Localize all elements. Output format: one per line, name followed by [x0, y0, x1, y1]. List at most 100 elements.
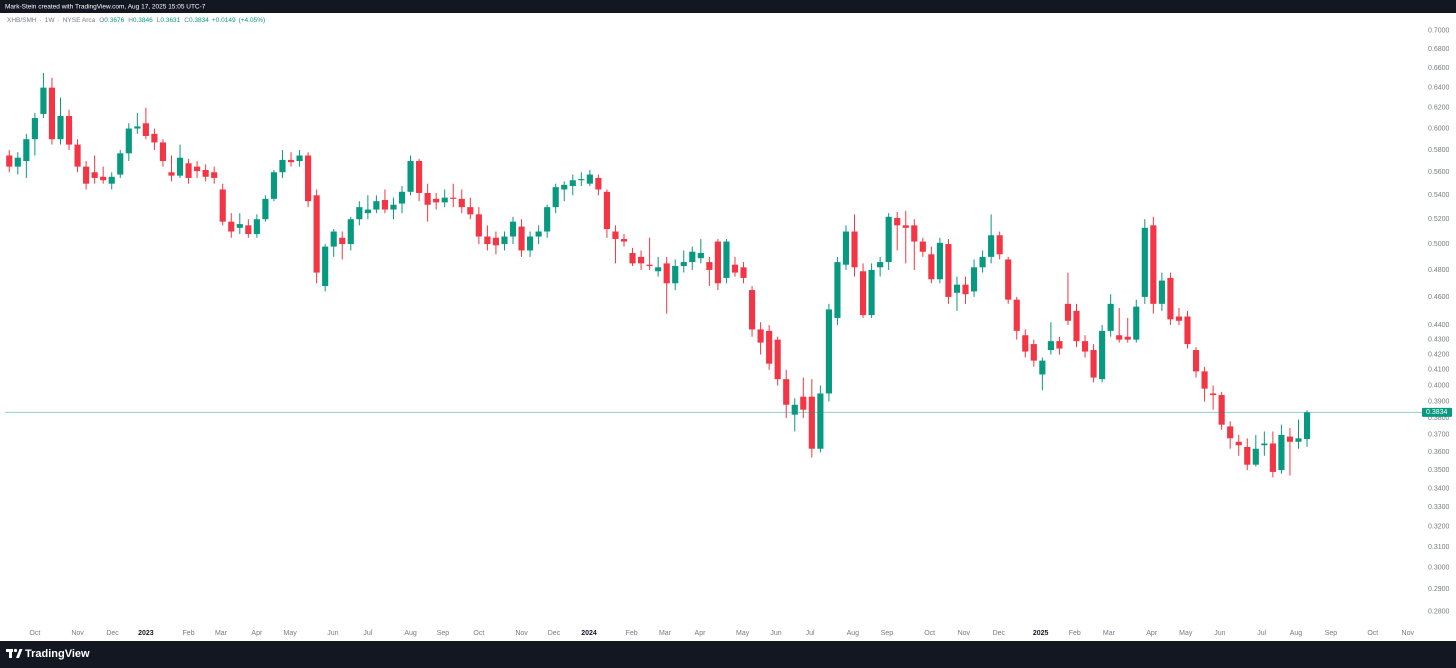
candle-body [108, 176, 115, 184]
candle-body [1030, 344, 1037, 361]
candle [40, 72, 47, 119]
candle [305, 152, 312, 208]
y-tick-label: 0.4400 [1428, 322, 1450, 329]
separator-dot: · [58, 17, 60, 24]
candle-body [484, 236, 491, 245]
candle-body [1013, 299, 1020, 331]
candle-body [612, 231, 619, 240]
candle [1013, 296, 1020, 340]
candle-body [689, 251, 696, 263]
candle [492, 231, 500, 255]
x-tick-label: Oct [924, 630, 935, 637]
candle [851, 214, 858, 277]
x-tick-label: Nov [71, 630, 84, 637]
candle-body [877, 262, 884, 268]
candle-body [697, 253, 704, 259]
candle [748, 285, 756, 337]
bottom-bar [0, 641, 1456, 668]
candle-body [1158, 280, 1165, 304]
candle-body [1192, 350, 1200, 372]
candle [270, 169, 278, 202]
candle-body [988, 235, 995, 257]
candle [458, 189, 465, 214]
candle-body [1218, 395, 1225, 425]
candle-body [740, 267, 747, 278]
ohlc-letter: O [99, 17, 104, 24]
candle [535, 225, 542, 245]
candle-body [65, 115, 73, 145]
candle [1235, 434, 1242, 456]
candle [672, 259, 679, 291]
x-tick-label: Oct [1367, 630, 1378, 637]
x-tick-label: Feb [183, 630, 195, 637]
candle-body [851, 231, 858, 268]
x-tick-label: Nov [958, 630, 971, 637]
candle [646, 237, 653, 270]
x-tick-label: 2024 [581, 630, 597, 637]
candle [253, 214, 260, 238]
candle [578, 172, 585, 186]
candle-body [1064, 303, 1072, 321]
candle-body [1278, 434, 1285, 471]
x-tick-label: Oct [29, 630, 40, 637]
y-tick-label: 0.5600 [1428, 169, 1450, 176]
last-price-label: 0.3834 [1426, 409, 1448, 416]
candle-body [595, 177, 602, 190]
candle-body [168, 172, 175, 176]
exchange: NYSE Arca [63, 17, 96, 24]
candle-body [381, 200, 389, 210]
candle-body [245, 225, 252, 235]
candle-body [125, 128, 132, 154]
candle-body [390, 204, 397, 210]
candle-body [535, 231, 542, 237]
candle [1244, 438, 1251, 471]
candle-body [1099, 330, 1106, 380]
candle-body [680, 262, 687, 266]
candle-body [859, 271, 867, 316]
candle [1227, 421, 1234, 449]
candle [14, 152, 21, 175]
candle-body [552, 187, 559, 208]
x-tick-label: Nov [515, 630, 528, 637]
y-tick-label: 0.6000 [1428, 125, 1450, 132]
candle-body [1261, 443, 1268, 446]
candle [928, 246, 935, 284]
candle [697, 239, 704, 264]
ohlc-letter: C [184, 17, 189, 24]
candle-body [842, 231, 850, 265]
candle-body [253, 219, 260, 235]
candle [791, 398, 798, 432]
candle-body [586, 174, 593, 184]
candle-body [748, 290, 756, 330]
candle [228, 213, 235, 238]
candle-body [270, 172, 278, 199]
candle-body [1201, 371, 1208, 389]
candle-body [928, 254, 935, 280]
candle [757, 322, 764, 355]
candle [1192, 347, 1200, 378]
candle-body [757, 329, 764, 343]
candle [57, 97, 64, 145]
candle [296, 150, 303, 167]
candle-body [416, 161, 423, 193]
candle [731, 256, 739, 277]
candle [1201, 366, 1208, 402]
candle-body [287, 159, 295, 163]
candle [962, 276, 969, 304]
y-tick-label: 0.5200 [1428, 216, 1450, 223]
symbol: XHB/SMH [7, 17, 37, 24]
ohlc-letter: H [128, 17, 133, 24]
x-tick-label: Sep [437, 630, 450, 637]
candle [1261, 431, 1268, 456]
candle [834, 256, 841, 326]
x-tick-label: Nov [1402, 630, 1415, 637]
candle [356, 201, 363, 226]
candle-body [1295, 438, 1302, 442]
candle-body [356, 207, 363, 220]
candle-body [1210, 393, 1217, 396]
x-tick-label: Aug [847, 630, 860, 637]
candle-body [279, 159, 286, 173]
candle [561, 181, 568, 202]
candle [774, 336, 781, 386]
candle-body [74, 144, 81, 167]
